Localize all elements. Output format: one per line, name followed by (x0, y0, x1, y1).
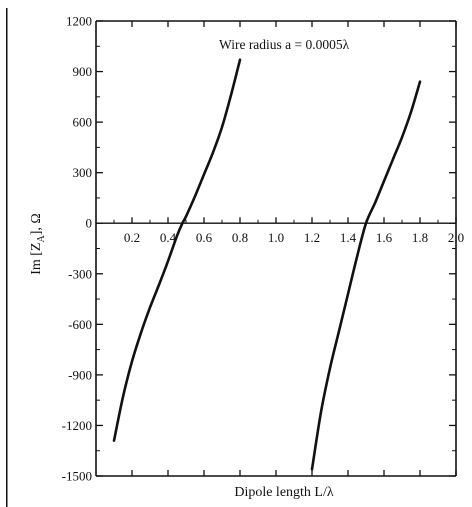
ticks (96, 20, 457, 477)
curves (112, 58, 422, 471)
y-tick-label: -300 (68, 266, 92, 281)
x-tick-label: 1.2 (304, 230, 320, 245)
y-tick-label: -600 (68, 317, 92, 332)
tick-labels: 1200 900 600 300 0 -300 -600 -900 -1200 -1500 0.2 0… (62, 14, 464, 484)
x-tick-label: 1.0 (268, 230, 284, 245)
y-tick-label: -900 (68, 367, 92, 382)
x-tick-label: 1.8 (412, 230, 428, 245)
y-axis-title-main: Im [Z (29, 243, 44, 275)
y-axis-title-tail: ], Ω (29, 213, 44, 235)
x-tick-label: 1.6 (376, 230, 393, 245)
y-axis-title-sub: A (36, 235, 47, 243)
y-tick-label: 300 (73, 165, 93, 180)
x-tick-label: 0.6 (196, 230, 213, 245)
y-tick-label: -1200 (62, 418, 92, 433)
y-tick-label: 1200 (66, 14, 92, 29)
x-tick-label: 0.8 (232, 230, 248, 245)
y-axis-title: Im [ZA], Ω (29, 213, 47, 275)
x-tick-label: 2.0 (448, 230, 464, 245)
series-line-1 (112, 58, 242, 442)
wire-radius-annotation: Wire radius a = 0.0005λ (219, 37, 350, 52)
y-tick-label: 900 (73, 64, 93, 79)
x-axis-title: Dipole length L/λ (234, 485, 334, 500)
y-tick-label: -1500 (62, 469, 92, 484)
axes (95, 20, 457, 477)
y-tick-label: 0 (86, 216, 93, 231)
series-line-2 (310, 80, 422, 471)
x-tick-label: 0.2 (124, 230, 140, 245)
x-tick-label: 1.4 (340, 230, 357, 245)
frame-left-border (6, 8, 8, 507)
x-tick-label: 0.4 (160, 230, 177, 245)
y-tick-label: 600 (73, 115, 93, 130)
